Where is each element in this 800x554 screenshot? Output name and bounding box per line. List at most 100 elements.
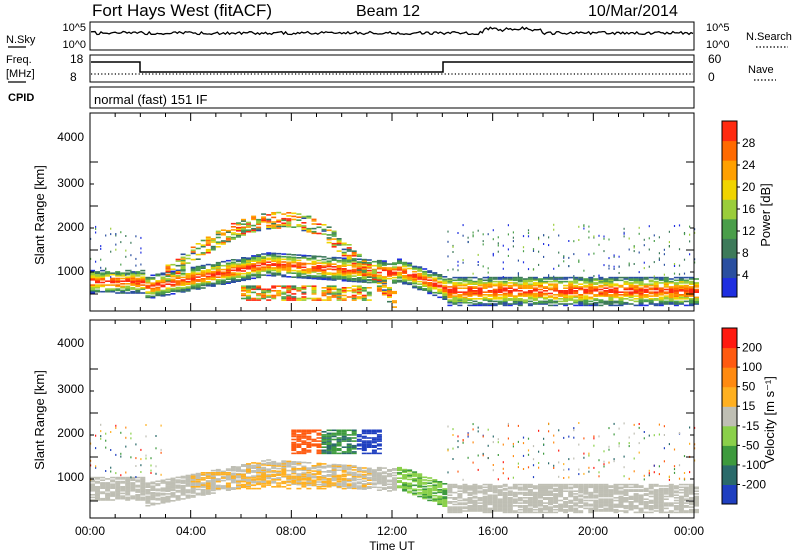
- velocity-cell: [512, 505, 518, 507]
- velocity-cell: [392, 472, 397, 474]
- power-cell: [321, 265, 327, 267]
- power-cell: [392, 263, 397, 266]
- velocity-cell: [180, 477, 186, 479]
- power-cell: [502, 299, 508, 301]
- power-cell: [251, 217, 257, 219]
- power-cell: [497, 242, 499, 245]
- power-cell: [95, 227, 97, 230]
- velocity-cell: [356, 474, 362, 477]
- velocity-cell: [593, 507, 599, 510]
- velocity-cell: [477, 510, 483, 512]
- power-cell: [210, 270, 216, 273]
- velocity-cell: [412, 489, 418, 492]
- power-cell: [140, 287, 146, 289]
- velocity-cell: [633, 495, 639, 498]
- power-cell: [462, 279, 468, 282]
- velocity-cell: [140, 480, 146, 483]
- velocity-cell: [502, 483, 508, 486]
- power-cell: [643, 276, 649, 279]
- power-cell: [658, 257, 660, 260]
- velocity-cell: [261, 468, 267, 470]
- power-cell: [256, 267, 262, 269]
- power-cell: [618, 265, 620, 268]
- power-cell: [532, 303, 538, 305]
- velocity-cell: [180, 486, 186, 488]
- velocity-cell: [271, 463, 277, 466]
- power-cell: [543, 282, 548, 284]
- velocity-cell: [175, 495, 181, 497]
- power-cell: [95, 290, 100, 293]
- power-cell: [190, 282, 196, 285]
- power-cell: [638, 299, 644, 301]
- velocity-cell: [487, 508, 493, 511]
- velocity-cell: [175, 496, 181, 498]
- power-cell: [402, 280, 408, 282]
- velocity-cell: [447, 490, 453, 492]
- velocity-cell: [110, 466, 112, 469]
- velocity-cell: [623, 497, 629, 499]
- velocity-cell: [452, 458, 454, 460]
- velocity-cell: [558, 507, 564, 510]
- velocity-cell: [341, 471, 347, 473]
- velocity-cell: [135, 476, 137, 478]
- velocity-cell: [457, 497, 463, 499]
- velocity-cell: [165, 497, 171, 499]
- power-cell: [694, 300, 699, 303]
- velocity-cell: [376, 486, 382, 489]
- power-cell: [628, 283, 634, 285]
- power-cell: [376, 262, 382, 265]
- velocity-cell: [663, 434, 665, 436]
- velocity-cell: [376, 431, 382, 433]
- velocity-cell: [573, 511, 579, 514]
- power-cell: [638, 294, 644, 296]
- power-cell: [175, 260, 181, 262]
- velocity-cell: [316, 462, 322, 465]
- power-cell: [507, 304, 513, 307]
- power-cell: [90, 292, 95, 294]
- power-cell: [251, 277, 257, 280]
- power-cell: [517, 290, 523, 292]
- power-cell: [663, 303, 669, 305]
- velocity-cell: [336, 486, 342, 488]
- velocity-cell: [145, 502, 151, 504]
- velocity-cell: [467, 507, 473, 510]
- velocity-cell: [120, 476, 126, 479]
- velocity-cell: [522, 487, 528, 490]
- power-cell: [673, 284, 679, 287]
- power-cell: [251, 287, 257, 289]
- power-cell: [663, 296, 669, 299]
- power-cell: [678, 279, 684, 282]
- power-cell: [361, 272, 367, 274]
- power-cell: [95, 280, 100, 282]
- power-cell: [512, 278, 518, 280]
- velocity-cell: [593, 485, 599, 487]
- velocity-cell: [281, 482, 287, 485]
- velocity-cell: [402, 484, 408, 487]
- power-cell: [467, 295, 473, 297]
- velocity-cell: [145, 491, 151, 494]
- power-cell: [105, 289, 111, 292]
- power-cell: [125, 273, 127, 276]
- velocity-cell: [180, 488, 186, 491]
- power-cell: [341, 274, 347, 277]
- velocity-cell: [321, 446, 327, 448]
- velocity-cell: [522, 499, 528, 502]
- power-cell: [457, 284, 463, 287]
- velocity-cell: [694, 508, 699, 511]
- power-cell: [130, 279, 136, 281]
- velocity-cell: [246, 467, 251, 469]
- velocity-cell: [125, 480, 131, 483]
- velocity-cell: [286, 469, 292, 472]
- velocity-cell: [316, 449, 322, 452]
- velocity-cell: [261, 472, 267, 474]
- velocity-cell: [527, 510, 533, 512]
- power-cell: [442, 285, 448, 287]
- velocity-cell: [220, 485, 226, 487]
- velocity-cell: [276, 470, 282, 473]
- velocity-cell: [689, 426, 691, 429]
- velocity-echo-data: [90, 422, 699, 514]
- power-cell: [407, 278, 413, 280]
- power-cell: [502, 267, 504, 270]
- velocity-cell: [658, 501, 664, 503]
- velocity-cell: [588, 499, 594, 502]
